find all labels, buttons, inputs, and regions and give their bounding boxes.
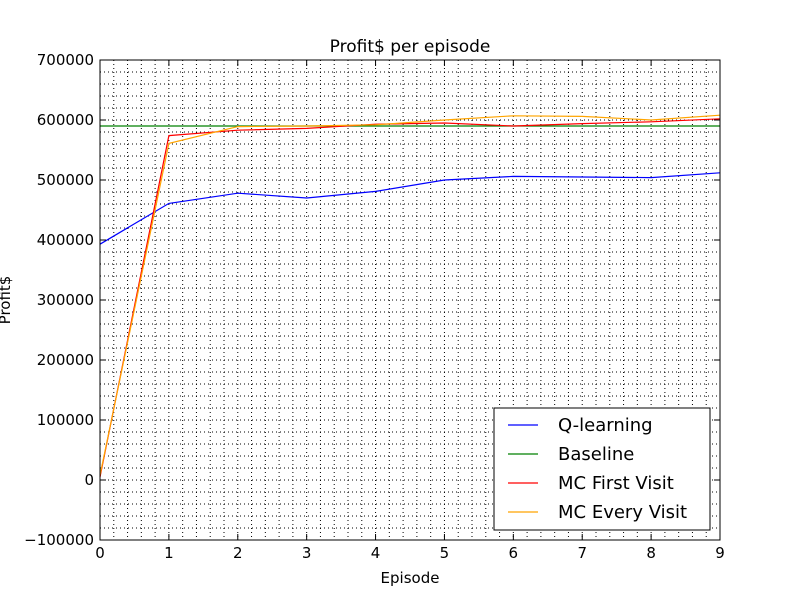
y-tick-label: 600000 [37, 111, 94, 129]
series-line-mc-first-visit [99, 118, 721, 478]
legend-box [493, 407, 711, 531]
y-tick-label: 300000 [37, 291, 94, 309]
series-line-mc-every-visit [99, 114, 721, 476]
series-line-q-learning [99, 172, 721, 245]
x-tick-label: 6 [509, 544, 519, 562]
x-tick-label: 1 [164, 544, 174, 562]
legend-label: Q-learning [558, 415, 653, 436]
y-tick-label: 500000 [37, 171, 94, 189]
x-axis-label: Episode [381, 569, 440, 587]
y-tick-label: 700000 [37, 51, 94, 69]
legend-label: MC Every Visit [558, 502, 687, 523]
x-tick-label: 9 [715, 544, 725, 562]
x-tick-label: 0 [95, 544, 105, 562]
y-tick-label: 0 [84, 471, 94, 489]
chart-title: Profit$ per episode [330, 37, 491, 57]
x-tick-label: 8 [646, 544, 656, 562]
x-tick-label: 3 [302, 544, 312, 562]
x-tick-label: 7 [577, 544, 587, 562]
y-tick-label: −100000 [24, 531, 94, 549]
y-tick-label: 100000 [37, 411, 94, 429]
y-tick-label: 400000 [37, 231, 94, 249]
x-tick-label: 5 [440, 544, 450, 562]
tick-layer: 0 1 2 3 4 5 6 7 8 9−10000001000002000003000004000… [24, 51, 725, 562]
y-tick-label: 200000 [37, 351, 94, 369]
x-tick-label: 2 [233, 544, 243, 562]
legend: Q-learning Baseline MC First Visit MC Every… [493, 407, 711, 531]
x-tick-label: 4 [371, 544, 381, 562]
y-axis-label: Profit$ [0, 276, 14, 325]
legend-label: Baseline [558, 444, 634, 465]
legend-label: MC First Visit [558, 473, 674, 494]
series-layer [99, 114, 721, 478]
